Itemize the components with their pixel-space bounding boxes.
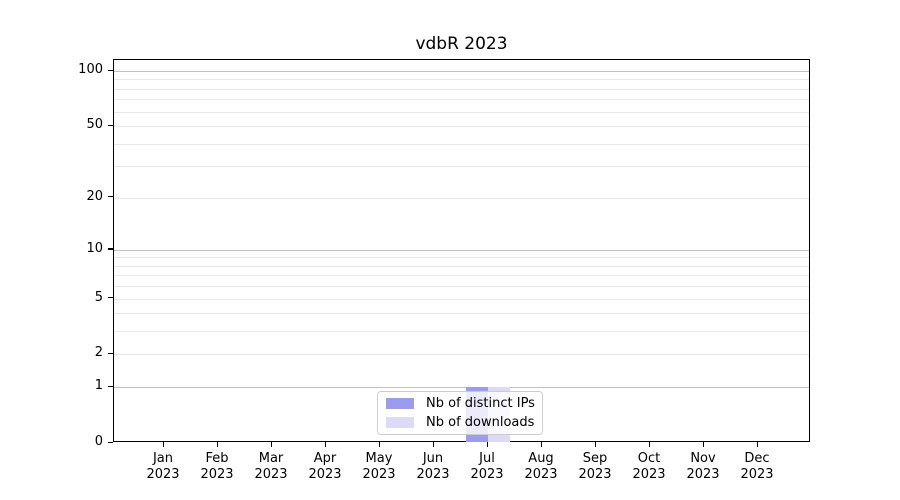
x-tick-label-year: 2023 <box>146 467 180 482</box>
minor-gridline <box>114 331 809 333</box>
legend-item-distinct-ips: Nb of distinct IPs <box>386 396 535 412</box>
minor-gridline <box>114 265 809 267</box>
minor-gridline <box>114 354 809 356</box>
minor-gridline <box>114 111 809 113</box>
minor-gridline <box>114 257 809 259</box>
x-tick-label-year: 2023 <box>308 467 342 482</box>
y-tick <box>108 124 113 126</box>
y-tick-label: 5 <box>94 289 103 305</box>
minor-gridline <box>114 143 809 145</box>
x-tick <box>324 442 326 447</box>
x-tick-label-year: 2023 <box>254 467 288 482</box>
minor-gridline <box>114 313 809 315</box>
x-tick-label-year: 2023 <box>470 467 504 482</box>
legend: Nb of distinct IPs Nb of downloads <box>377 391 543 435</box>
x-tick-label-year: 2023 <box>416 467 450 482</box>
major-gridline <box>114 249 809 251</box>
y-tick-label: 2 <box>94 345 103 361</box>
x-tick-label-month: Jun <box>422 451 444 466</box>
x-tick-label-month: Jan <box>152 451 174 466</box>
x-tick <box>702 442 704 447</box>
y-tick-label: 10 <box>86 240 103 256</box>
legend-label-distinct-ips: Nb of distinct IPs <box>426 396 535 412</box>
x-tick <box>594 442 596 447</box>
y-tick-label: 0 <box>94 434 103 449</box>
y-tick <box>108 69 113 71</box>
x-tick-label-month: Aug <box>528 451 554 466</box>
y-tick <box>108 248 113 250</box>
minor-gridline <box>114 126 809 128</box>
y-tick <box>108 297 113 299</box>
minor-gridline <box>114 99 809 101</box>
minor-gridline <box>114 88 809 90</box>
legend-swatch-downloads <box>386 416 414 428</box>
minor-gridline <box>114 298 809 300</box>
x-tick-label-year: 2023 <box>200 467 234 482</box>
x-tick-label-month: Feb <box>205 451 229 466</box>
x-tick-label-year: 2023 <box>578 467 612 482</box>
legend-item-downloads: Nb of downloads <box>386 415 534 430</box>
legend-label-downloads: Nb of downloads <box>426 414 535 430</box>
x-tick-label-month: Apr <box>313 451 337 466</box>
x-tick-label-year: 2023 <box>524 467 558 482</box>
y-tick <box>108 385 113 387</box>
minor-gridline <box>114 197 809 199</box>
x-tick <box>756 442 758 447</box>
x-tick-label-year: 2023 <box>362 467 396 482</box>
x-tick <box>270 442 272 447</box>
x-tick-label-year: 2023 <box>686 467 720 482</box>
y-tick-label: 100 <box>78 62 103 77</box>
y-tick <box>108 196 113 198</box>
x-tick-label-year: 2023 <box>740 467 774 482</box>
x-tick <box>216 442 218 447</box>
x-tick-label-year: 2023 <box>632 467 666 482</box>
x-tick <box>486 442 488 447</box>
minor-gridline <box>114 166 809 168</box>
x-tick-label-month: May <box>365 451 393 466</box>
x-tick <box>432 442 434 447</box>
y-tick-label: 20 <box>86 188 103 204</box>
y-tick <box>108 352 113 355</box>
chart-title: vdbR 2023 <box>415 34 508 54</box>
x-tick <box>648 442 650 447</box>
x-tick-label-month: Nov <box>690 451 716 466</box>
x-tick-label-month: Mar <box>258 451 284 466</box>
x-tick <box>162 442 164 447</box>
x-tick <box>540 442 542 447</box>
y-tick-label: 1 <box>94 378 103 394</box>
x-tick-label-month: Sep <box>582 451 608 466</box>
major-gridline <box>114 71 809 72</box>
x-tick-label-month: Oct <box>637 451 661 466</box>
legend-swatch-distinct-ips <box>386 398 414 410</box>
x-tick <box>378 442 380 447</box>
major-gridline <box>114 387 809 389</box>
x-tick-label-month: Dec <box>744 451 770 466</box>
plot-area <box>113 59 810 442</box>
y-tick <box>108 441 113 443</box>
x-tick-label-month: Jul <box>479 451 495 466</box>
y-tick-label: 50 <box>86 117 103 133</box>
minor-gridline <box>114 79 809 81</box>
minor-gridline <box>114 286 809 288</box>
minor-gridline <box>114 275 809 277</box>
